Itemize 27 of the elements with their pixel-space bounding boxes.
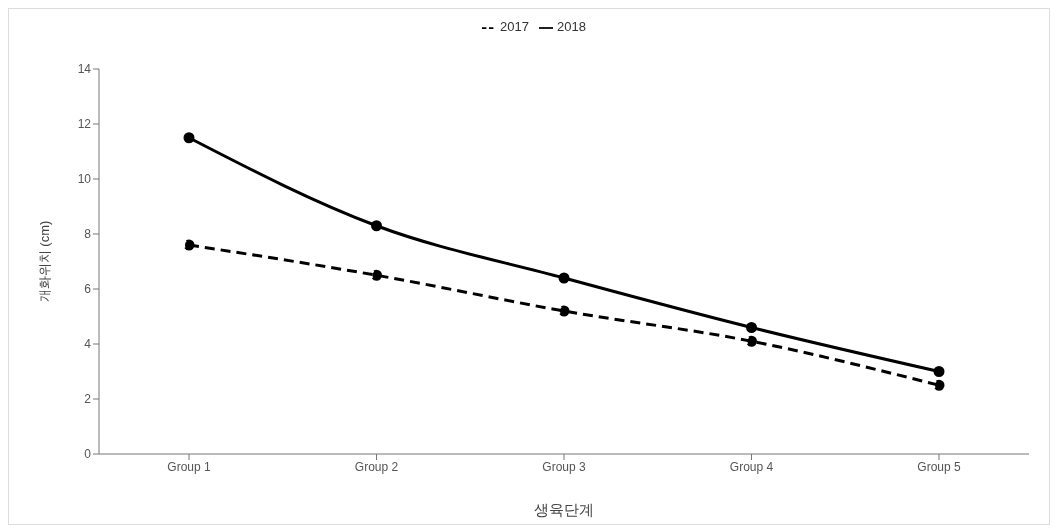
x-axis-title: 생육단계	[534, 500, 594, 518]
point	[183, 239, 195, 251]
y-tick-label: 6	[84, 282, 92, 297]
y-tick-label: 0	[84, 447, 92, 462]
point	[558, 272, 570, 284]
x-tick-label: Group 2	[354, 459, 399, 474]
point	[746, 335, 757, 347]
x-tick-label: Group 4	[729, 459, 774, 474]
y-tick-label: 8	[84, 227, 92, 242]
point	[558, 305, 570, 317]
point	[746, 322, 757, 333]
y-tick-label: 14	[77, 62, 92, 77]
y-tick-label: 4	[84, 337, 92, 352]
y-tick-label: 2	[84, 392, 92, 407]
x-tick-label: Group 1	[167, 459, 212, 474]
y-tick-label: 10	[77, 172, 92, 187]
legend-label: 2018	[557, 19, 586, 34]
y-axis-title: 개화위치 (cm)	[36, 220, 52, 303]
legend-label: 2017	[500, 19, 529, 34]
x-tick-label: Group 3	[542, 459, 587, 474]
point	[183, 132, 195, 144]
point	[933, 366, 945, 377]
y-tick-label: 12	[77, 117, 92, 132]
point	[371, 220, 382, 232]
point	[371, 269, 382, 281]
point	[933, 379, 945, 391]
x-tick-label: Group 5	[917, 459, 962, 474]
